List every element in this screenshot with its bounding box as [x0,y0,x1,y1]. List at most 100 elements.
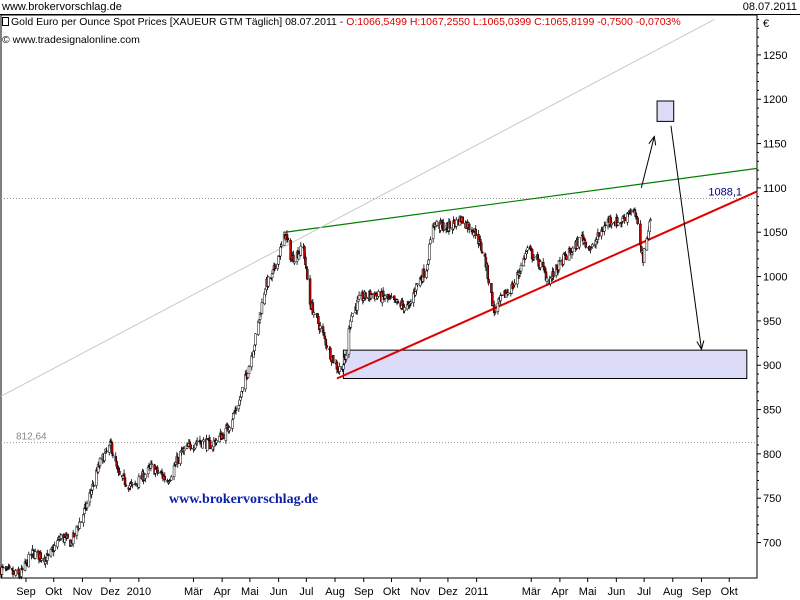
x-tick-label: Nov [73,586,93,598]
candle-body [626,212,629,223]
candle-body [172,465,176,477]
candle-body [103,453,106,461]
candle-body [329,347,332,360]
candle-body [280,244,283,247]
candle-body [150,463,154,465]
candle-body [429,239,432,244]
candle-body [479,239,482,243]
y-tick-label: 1250 [763,50,787,62]
x-tick-label: Jun [270,586,288,598]
candle-body [157,472,160,474]
candle-body [168,480,171,483]
candle-body [27,554,31,568]
candle-body [390,296,393,298]
candle-body [98,458,102,466]
x-tick-label: Apr [551,586,568,598]
watermark-link[interactable]: www.brokervorschlag.de [169,492,319,507]
candle-body [639,223,642,246]
x-tick-label: Mai [579,586,597,598]
candle-body [273,264,277,269]
y-tick-label: 750 [763,493,781,505]
candle-body [247,366,251,375]
chart-header: Gold Euro per Ounce Spot Prices [XAUEUR … [2,16,681,28]
candle-body [75,525,79,536]
candle-body [299,245,303,256]
candle-body [370,293,374,295]
date-label: 08.07.2011 [742,1,797,13]
candle-body [254,333,257,346]
candle-body [144,474,147,479]
candle-body [292,254,295,263]
y-tick-label: 700 [763,538,781,550]
candle-body [137,476,141,488]
candle-body [620,222,624,224]
candle-body [377,291,380,297]
candle-body [202,439,205,442]
y-tick-label: 850 [763,405,781,417]
candle-body [318,325,322,329]
candle-body [597,232,601,237]
candle-body [396,301,400,303]
candle-body [8,565,11,569]
candle-body [14,570,18,576]
candle-body [91,483,94,491]
candle-body [195,441,199,443]
candle-body [232,412,236,414]
candle-body [323,335,327,339]
candle-body [610,222,613,225]
candle-body [526,247,529,251]
candle-body [228,427,231,431]
currency-label: € [763,18,769,30]
candle-body [304,256,307,266]
candle-body [259,313,263,315]
candle-body [118,470,121,475]
candle-body [293,261,296,264]
candle-body [176,456,179,465]
candle-body [82,514,85,523]
candle-body [496,302,500,312]
candle-body [427,259,430,265]
y-tick-label: 1100 [763,183,787,195]
candle-body [480,251,484,254]
candle-body [182,448,186,452]
candle-body [422,268,426,278]
candle-body [648,221,651,232]
x-tick-label: Mär [184,586,203,598]
candle-body [23,561,27,571]
candle-body [130,482,133,485]
candle-body [455,219,458,227]
candle-body [506,292,510,295]
candle-body [260,302,264,314]
x-tick-label: Aug [325,586,345,598]
x-tick-label: 2010 [127,586,151,598]
x-tick-label: Jul [637,586,651,598]
down-arrow-head [696,340,705,351]
candle-body [79,521,82,523]
lower-target-zone [342,349,748,380]
candle-body [189,444,192,450]
x-tick-label: Sep [692,586,712,598]
candle-body [83,508,86,514]
candle-body [239,397,242,401]
candle-body [589,248,592,251]
candle-body [111,454,115,456]
candle-body [442,222,445,231]
x-tick-label: Okt [383,586,400,598]
symbol-icon [2,17,9,26]
candle-body [500,294,503,296]
y-tick-label: 1000 [763,272,787,284]
candle-body [591,244,594,247]
candle-body [584,241,588,248]
candle-body [85,503,89,509]
candle-body [308,278,312,305]
candle-body [565,255,568,260]
x-tick-label: Okt [45,586,62,598]
candle-body [335,361,339,370]
x-tick-label: Okt [721,586,738,598]
candle-body [545,277,549,283]
candle-body [221,433,225,440]
candle-body [629,210,633,213]
long-term-trendline [0,18,715,397]
candle-body [381,290,385,297]
